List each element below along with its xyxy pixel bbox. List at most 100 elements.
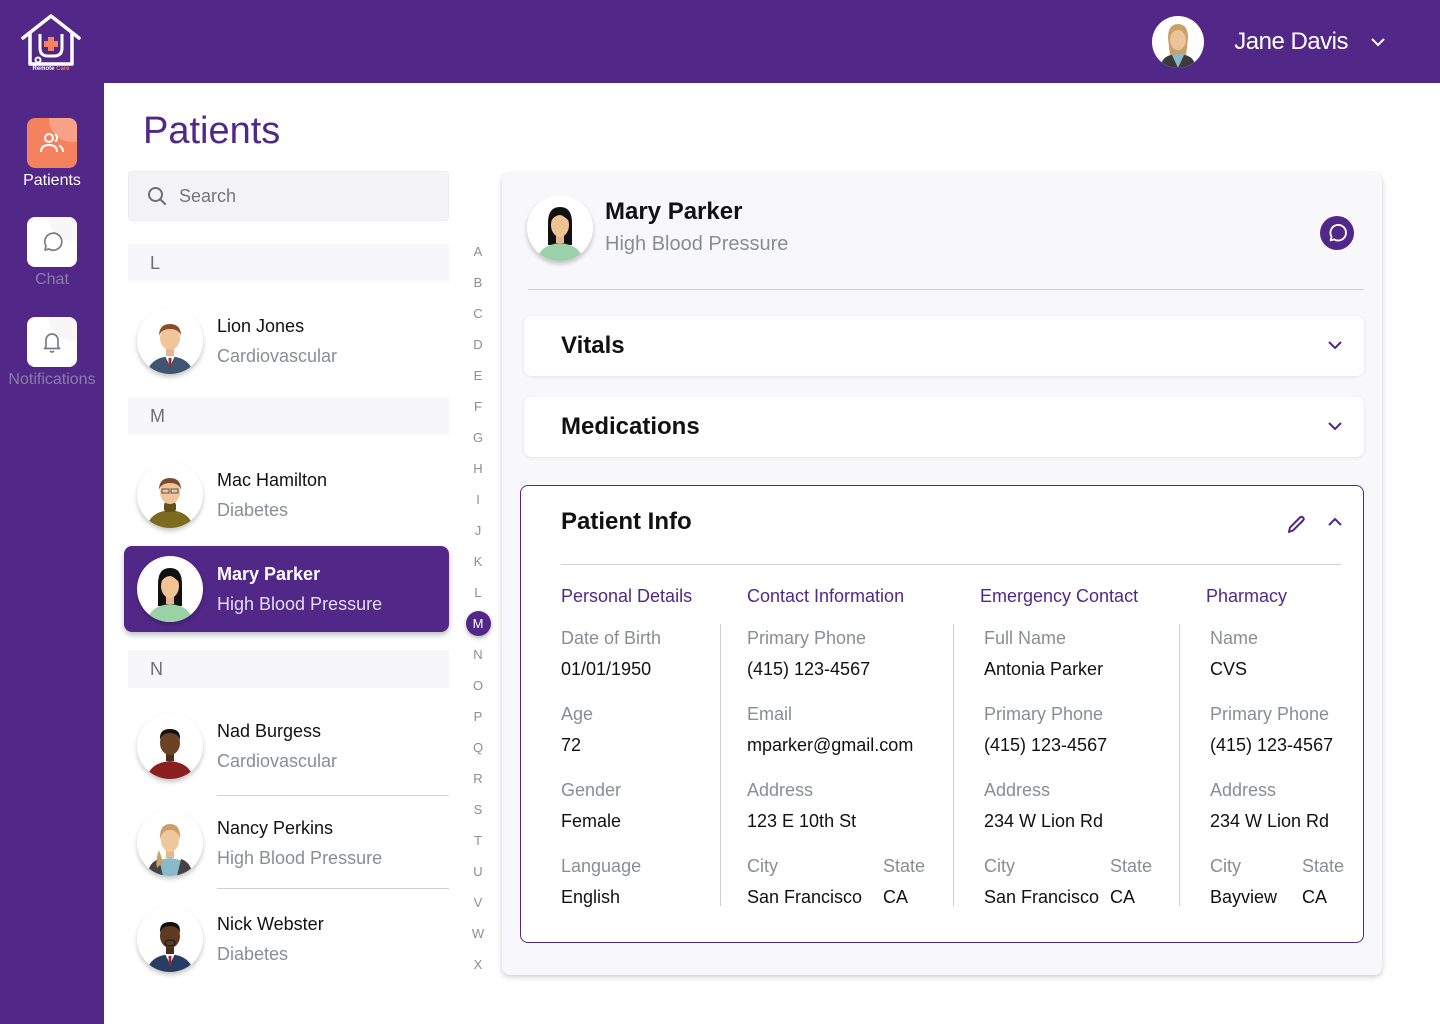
page-title: Patients (143, 110, 281, 152)
section-header-n: N (128, 650, 449, 688)
chevron-up-icon[interactable] (1326, 513, 1344, 531)
search-icon (148, 187, 166, 205)
city-value: Bayview (1210, 887, 1278, 907)
header-divider (528, 289, 1364, 290)
patient-condition: Diabetes (217, 500, 289, 520)
column-separator (953, 624, 954, 906)
sidebar-item-chat[interactable]: Chat (0, 217, 104, 289)
patient-condition: High Blood Pressure (217, 594, 383, 614)
alpha-letter-a[interactable]: A (473, 244, 483, 259)
patient-list-item-selected[interactable]: Mary Parker High Blood Pressure (124, 546, 449, 632)
alpha-letter-o[interactable]: O (472, 678, 484, 693)
patient-condition: High Blood Pressure (217, 848, 383, 868)
column-separator (1179, 624, 1180, 906)
column-title: Contact Information (747, 586, 905, 606)
sidebar-item-label: Patients (23, 172, 81, 189)
avatar (137, 713, 203, 779)
sidebar-item-notifications[interactable]: Notifications (0, 317, 104, 389)
state-value: CA (1110, 887, 1136, 907)
alphabet-index: A B C D E F G H I J K L M N O P Q R S T … (465, 236, 491, 980)
alpha-letter-q[interactable]: Q (472, 740, 484, 755)
patient-list-item[interactable]: Lion Jones Cardiovascular (128, 298, 449, 384)
patient-info-accordion: Patient Info Personal Details Date of Bi… (520, 485, 1364, 943)
address-value: 123 E 10th St (747, 811, 857, 831)
patient-list-item[interactable]: Nancy Perkins High Blood Pressure (128, 800, 449, 886)
patient-name: Lion Jones (217, 316, 305, 336)
alpha-letter-t[interactable]: T (474, 833, 482, 848)
field-label: Gender (561, 780, 622, 800)
user-menu[interactable]: Jane Davis (1152, 16, 1386, 68)
accordion-title: Patient Info (561, 508, 692, 535)
patient-list-item[interactable]: Mac Hamilton Diabetes (128, 452, 449, 538)
section-header-l: L (128, 244, 449, 282)
contact-name-value: Antonia Parker (984, 659, 1104, 679)
alpha-letter-x[interactable]: X (473, 957, 483, 972)
alpha-letter-m-active[interactable]: M (465, 611, 491, 636)
contact-info-column: Contact Information Primary Phone (415) 1… (747, 584, 925, 928)
bell-icon (43, 333, 61, 353)
search-box[interactable] (128, 171, 449, 221)
alpha-letter-g[interactable]: G (472, 430, 484, 445)
accordion-title: Medications (561, 413, 700, 440)
alpha-letter-j[interactable]: J (474, 523, 482, 538)
alpha-letter-b[interactable]: B (473, 275, 483, 290)
alpha-letter-v[interactable]: V (473, 895, 483, 910)
user-avatar (1152, 16, 1205, 68)
patient-detail-panel: Mary Parker High Blood Pressure Vitals M… (502, 173, 1382, 975)
sidebar-item-patients[interactable]: Patients (0, 118, 104, 190)
alpha-letter-l[interactable]: L (474, 585, 482, 600)
patient-detail-header: Mary Parker High Blood Pressure (527, 195, 788, 261)
vitals-accordion[interactable]: Vitals (524, 316, 1364, 376)
patient-list-item[interactable]: Nick Webster Diabetes (128, 896, 449, 982)
alpha-letter-c[interactable]: C (473, 306, 483, 321)
alpha-letter-r[interactable]: R (473, 771, 483, 786)
alpha-letter-n[interactable]: N (473, 647, 483, 662)
alpha-letter-p[interactable]: P (473, 709, 483, 724)
alpha-letter-f[interactable]: F (474, 399, 482, 414)
logo-text: Remote Care (32, 66, 70, 72)
alpha-letter-i[interactable]: I (476, 492, 480, 507)
chevron-down-icon[interactable] (1370, 34, 1386, 50)
patient-name: Nancy Perkins (217, 818, 334, 838)
city-value: San Francisco (984, 887, 1100, 907)
avatar (137, 810, 203, 876)
patient-condition: Cardiovascular (217, 751, 338, 771)
language-value: English (561, 887, 621, 907)
avatar (137, 906, 203, 972)
state-value: CA (1302, 887, 1328, 907)
search-input[interactable] (179, 185, 429, 207)
alpha-letter-k[interactable]: K (473, 554, 483, 569)
patient-condition: Cardiovascular (217, 346, 338, 366)
field-label: City (984, 856, 1015, 876)
field-label: City (1210, 856, 1241, 876)
field-label: Primary Phone (747, 628, 867, 648)
alpha-letter-h[interactable]: H (473, 461, 483, 476)
alpha-letter-u[interactable]: U (473, 864, 483, 879)
remote-care-logo[interactable]: Remote Care (18, 12, 84, 76)
alpha-letter-e[interactable]: E (473, 368, 483, 383)
user-name: Jane Davis (1234, 28, 1348, 55)
avatar (137, 308, 203, 374)
age-value: 72 (561, 735, 582, 755)
alpha-letter-w[interactable]: W (471, 926, 485, 941)
patient-name: Nick Webster (217, 914, 324, 934)
field-label: Age (561, 704, 594, 724)
chat-bubble-icon (1329, 224, 1347, 242)
chevron-down-icon[interactable] (1326, 336, 1344, 354)
patient-list-item[interactable]: Nad Burgess Cardiovascular (128, 703, 449, 789)
chat-with-patient-button[interactable] (1320, 216, 1354, 250)
field-label: Primary Phone (1210, 704, 1330, 724)
column-title: Emergency Contact (980, 586, 1139, 606)
top-bar: Remote Care Jane Davis (0, 0, 1440, 83)
field-label: Date of Birth (561, 628, 662, 648)
pencil-icon[interactable] (1285, 514, 1307, 536)
list-divider (217, 795, 449, 796)
chevron-down-icon[interactable] (1326, 417, 1344, 435)
alpha-letter-s[interactable]: S (473, 802, 483, 817)
house-stethoscope-icon (21, 14, 81, 66)
alpha-letter-d[interactable]: D (473, 337, 483, 352)
medications-accordion[interactable]: Medications (524, 397, 1364, 457)
pharmacy-column: Pharmacy Name CVS Primary Phone (415) 123-… (1206, 584, 1344, 928)
address-value: 234 W Lion Rd (1210, 811, 1330, 831)
phone-value: (415) 123-4567 (1210, 735, 1334, 755)
